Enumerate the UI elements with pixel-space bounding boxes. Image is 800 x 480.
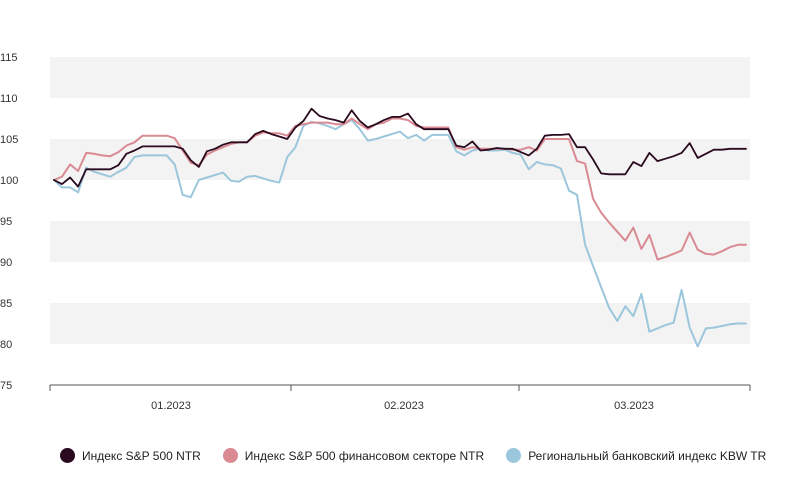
legend-marker-sp500-financials [222, 448, 238, 463]
y-tick-label-95: 95 [0, 216, 12, 228]
y-tick-label-75: 75 [0, 380, 12, 392]
series-line-kbw-regional [53, 119, 747, 348]
series-line-sp500 [53, 107, 747, 188]
legend-item-sp500: Индекс S&P 500 NTR [60, 448, 201, 463]
legend-item-kbw-regional: Региональный банковский индекс KBW TR [506, 448, 766, 463]
legend-label-sp500-financials: Индекс S&P 500 финансовом секторе NTR [244, 448, 485, 463]
legend-label-kbw-regional: Региональный банковский индекс KBW TR [528, 448, 767, 463]
series-line-sp500-financials [53, 117, 747, 261]
legend-label-sp500: Индекс S&P 500 NTR [82, 448, 201, 463]
y-axis-ticks: 75 80 85 90 95 100 105 110 115 [0, 52, 18, 392]
x-tick-label-01.2023: 01.2023 [151, 400, 191, 412]
y-tick-label-85: 85 [0, 298, 12, 310]
y-tick-label-115: 115 [0, 52, 18, 64]
x-tick-label-03.2023: 03.2023 [614, 400, 654, 412]
y-tick-label-100: 100 [0, 175, 18, 187]
series-lines [53, 107, 747, 348]
grid-band-80-85 [50, 303, 750, 344]
y-tick-label-90: 90 [0, 257, 12, 269]
line-chart: 75 80 85 90 95 100 105 110 115 01.2023 02.2023 03.… [0, 52, 751, 412]
grid-bands [50, 57, 750, 344]
x-tick-label-02.2023: 02.2023 [384, 400, 424, 412]
grid-band-110-115 [50, 57, 750, 98]
y-tick-label-80: 80 [0, 339, 12, 351]
x-axis: 01.2023 02.2023 03.2023 [49, 384, 751, 412]
legend-marker-sp500 [60, 448, 75, 463]
y-tick-label-105: 105 [0, 134, 18, 146]
legend: Индекс S&P 500 NTR Индекс S&P 500 финанс… [60, 448, 788, 463]
legend-marker-kbw-regional [506, 448, 522, 463]
legend-item-sp500-financials: Индекс S&P 500 финансовом секторе NTR [222, 448, 485, 463]
y-tick-label-110: 110 [0, 93, 18, 105]
